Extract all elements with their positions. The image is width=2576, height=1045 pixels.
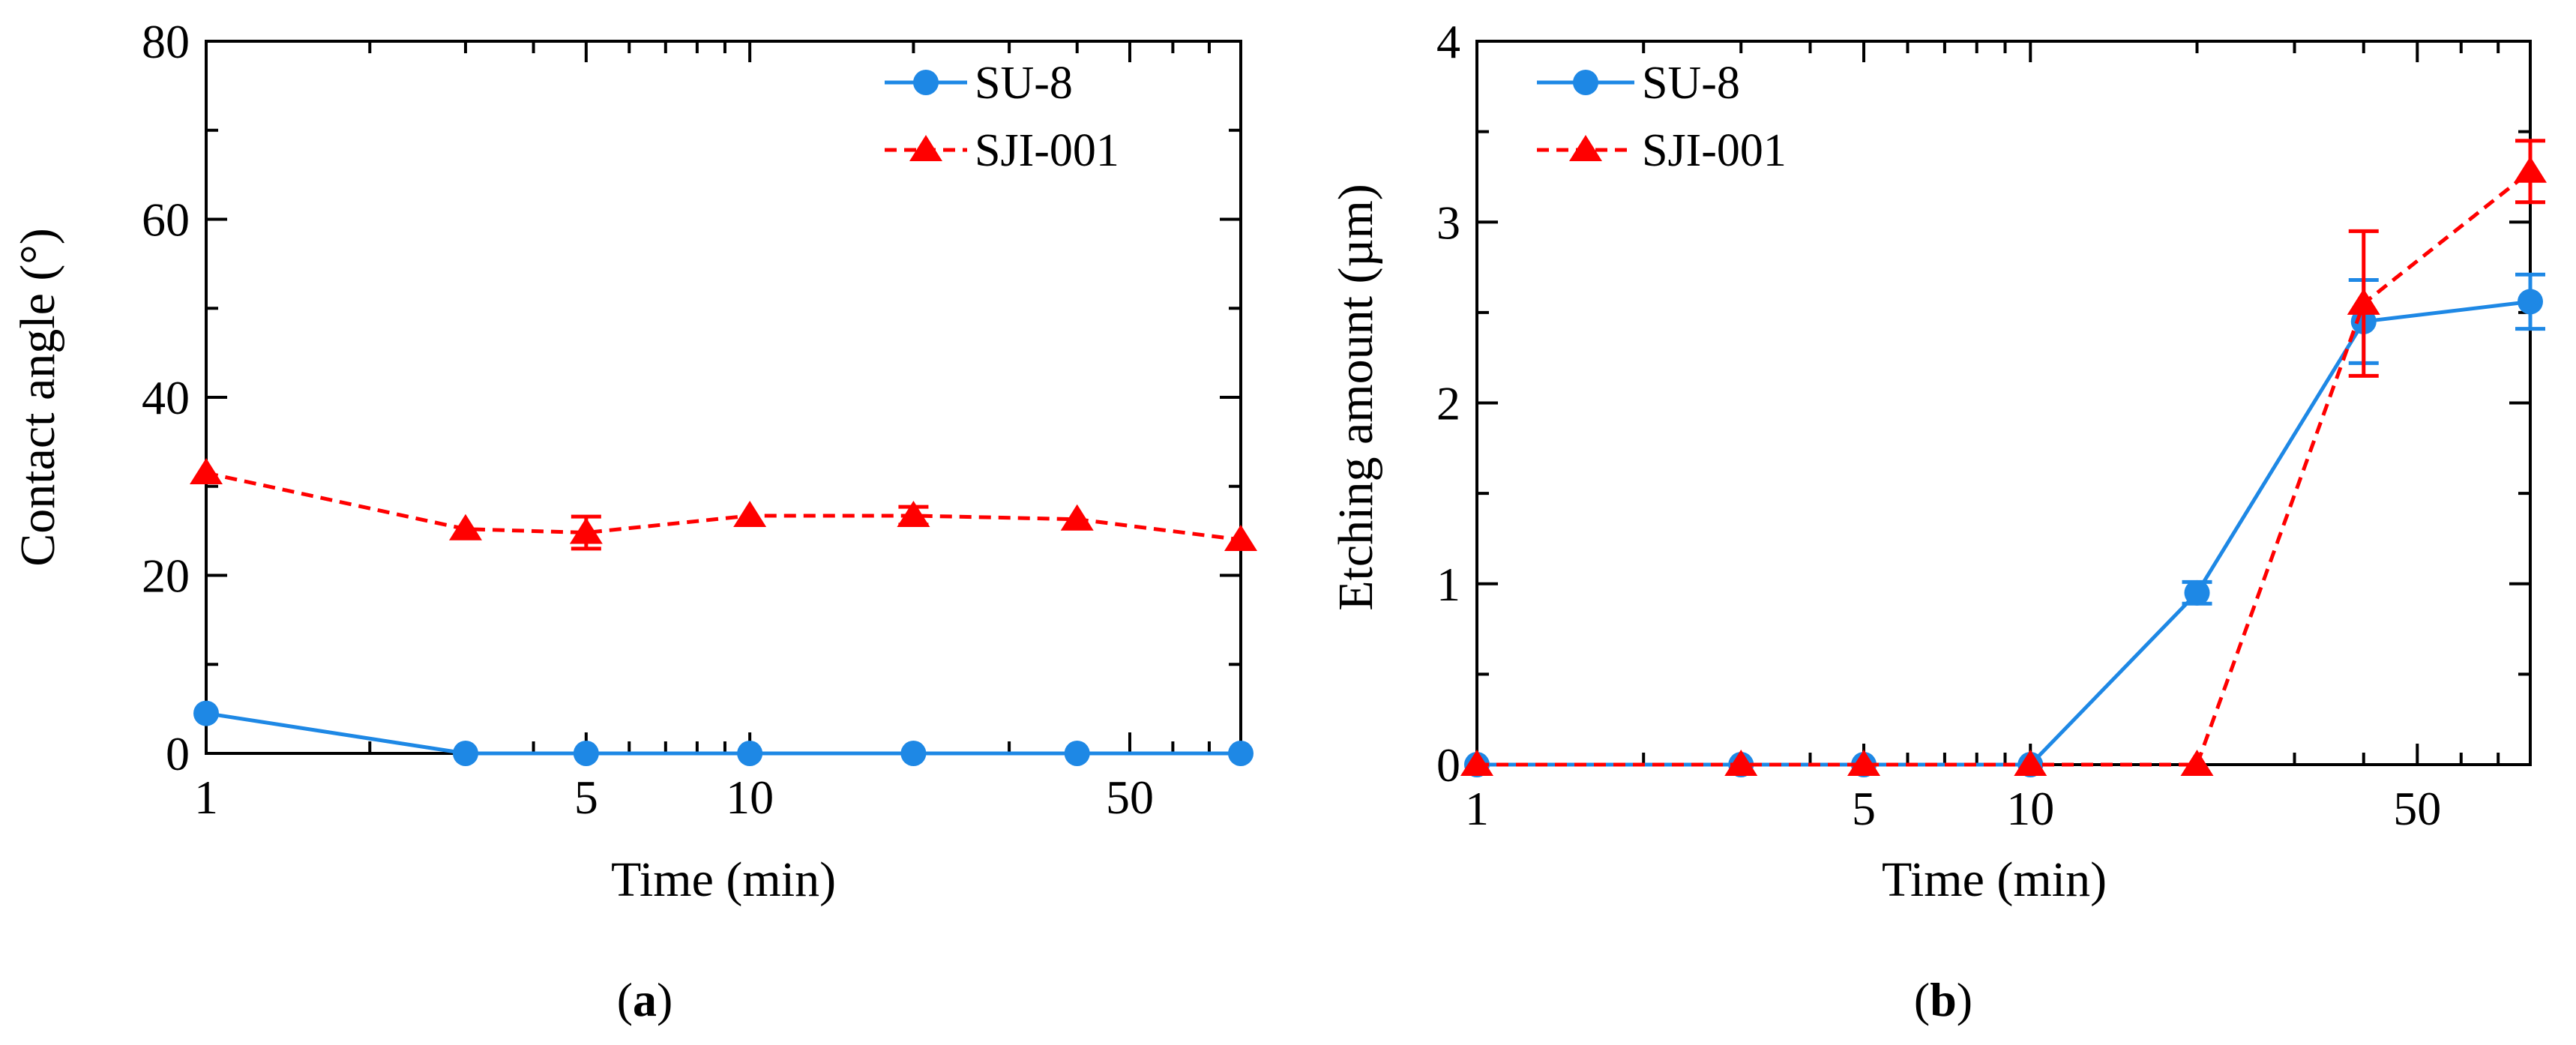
x-tick-label: 50 [1106,771,1154,824]
series-line [1477,299,2531,767]
y-tick-label: 20 [142,549,190,603]
y-tick-label: 0 [166,727,190,780]
legend-marker [1573,70,1598,95]
data-point [2514,156,2547,183]
plot-frame-b [1475,40,2532,766]
y-tick-label: 80 [142,15,190,68]
series-su-8 [193,700,1254,766]
data-point [733,500,767,527]
legend-a: SU-8 SJI-001 [885,58,1119,176]
tick-labels-a: 0 20 40 60 80 1 5 10 50 [142,15,1154,824]
data-point [1228,741,1254,766]
data-point [737,741,763,766]
y-tick-label: 1 [1436,558,1460,611]
data-point [2347,288,2380,315]
panel-a: 0 20 40 60 80 1 5 10 50 SU-8 SJI-001 Time (min) C… [10,15,1257,1026]
x-tick-label: 10 [2006,782,2054,835]
series-line [1477,169,2532,767]
x-tick-label: 1 [1465,782,1489,835]
data-point [2180,750,2214,776]
y-tick-label: 0 [1436,738,1460,792]
data-point [1060,504,1094,531]
y-tick-label: 60 [142,193,190,247]
legend-marker [913,70,939,95]
x-axis-title-b: Time (min) [1882,852,2107,907]
data-point [448,514,482,540]
x-axis-title-a: Time (min) [611,852,836,907]
y-tick-label: 2 [1436,377,1460,430]
data-point [193,700,219,726]
panel-label-b: (b) [1914,973,1972,1026]
series-su-8 [1464,272,2545,777]
data-point [190,457,223,484]
y-tick-label: 40 [142,371,190,424]
data-point [900,741,927,766]
ticks-b [1475,40,2532,766]
legend-entry-sji-001: SJI-001 [885,125,1119,176]
x-tick-label: 10 [726,771,774,824]
legend-entry-su-8: SU-8 [885,58,1073,109]
legend-label: SU-8 [1642,58,1740,109]
x-tick-label: 5 [1852,782,1876,835]
x-tick-label: 1 [194,771,218,824]
x-tick-label: 50 [2393,782,2441,835]
legend-b: SU-8 SJI-001 [1537,58,1787,176]
series-a [190,457,1257,766]
data-point [1460,750,1493,776]
legend-label: SU-8 [975,58,1073,109]
data-point [573,741,599,766]
data-point [1064,741,1090,766]
panel-label-a: (a) [617,973,673,1026]
data-point [452,741,478,766]
series-b [1460,139,2547,777]
legend-marker [909,135,942,161]
legend-entry-su-8: SU-8 [1537,58,1740,109]
series-sji-001 [1460,139,2547,776]
y-axis-title-b: Etching amount (µm) [1328,184,1383,611]
x-tick-label: 5 [574,771,598,824]
data-point [2014,750,2047,776]
data-point [569,517,603,544]
panel-letter-a: a [633,973,657,1026]
data-point [2184,579,2210,606]
y-tick-label: 3 [1436,196,1460,249]
data-point [2518,289,2543,315]
legend-label: SJI-001 [975,125,1119,176]
data-point [897,500,930,527]
series-sji-001 [190,457,1257,551]
legend-label: SJI-001 [1642,125,1787,176]
data-point [1724,750,1758,776]
legend-marker [1569,135,1602,161]
legend-entry-sji-001: SJI-001 [1537,125,1787,176]
y-tick-label: 4 [1436,15,1460,68]
data-point [1847,750,1881,776]
data-point [1224,525,1257,551]
panel-letter-b: b [1930,973,1957,1026]
y-axis-title-a: Contact angle (°) [10,228,65,567]
